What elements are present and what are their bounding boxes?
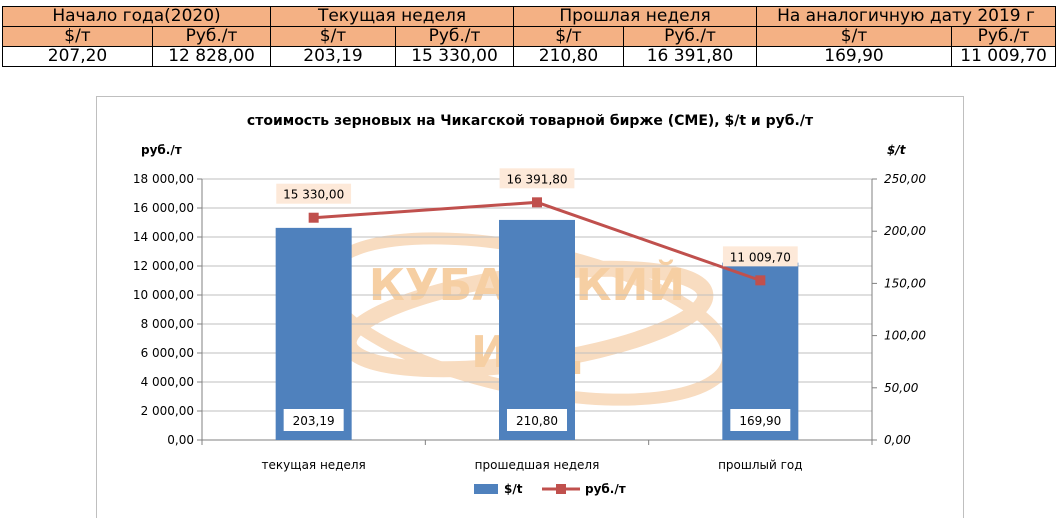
unit-cell: Руб./т — [622, 26, 758, 47]
table-unit-row: $/т Руб./т $/т Руб./т $/т Руб./т $/т Руб… — [2, 26, 1057, 47]
line-data-label: 11 009,70 — [730, 250, 791, 264]
data-labels: 203,19 210,80 169,90 15 330,00 16 391,80 11 0… — [276, 168, 798, 431]
table-row: 207,20 12 828,00 203,19 15 330,00 210,80… — [2, 46, 1057, 67]
unit-cell: $/т — [270, 26, 396, 47]
header-start-of-year: Начало года(2020) — [2, 6, 271, 27]
value-cell: 207,20 — [2, 46, 153, 67]
bar-label-box — [283, 409, 344, 431]
category-label: прошлый год — [718, 458, 803, 472]
bar-data-label: 169,90 — [739, 414, 781, 428]
value-cell: 11 009,70 — [951, 46, 1057, 67]
value-cell: 16 391,80 — [622, 46, 758, 67]
bar-label-box — [507, 409, 567, 431]
left-tick-label: 0,00 — [167, 433, 194, 447]
value-cell: 169,90 — [756, 46, 953, 67]
value-cell: 210,80 — [513, 46, 624, 67]
legend-line-marker — [556, 484, 566, 494]
right-tick-label: 150,00 — [884, 276, 926, 290]
left-tick-label: 14 000,00 — [133, 230, 194, 244]
right-tick-label: 100,00 — [884, 329, 926, 343]
value-cell: 203,19 — [270, 46, 396, 67]
left-tick-label: 8 000,00 — [141, 317, 194, 331]
unit-cell: Руб./т — [395, 26, 514, 47]
price-table: Начало года(2020) Текущая неделя Прошлая… — [2, 6, 1057, 67]
left-tick-label: 2 000,00 — [141, 404, 194, 418]
line-data-label: 16 391,80 — [506, 172, 567, 186]
bar — [499, 219, 575, 440]
value-cell: 15 330,00 — [395, 46, 514, 67]
header-same-date-2019: На аналогичную дату 2019 г — [756, 6, 1057, 27]
chart-area: КУБАНСКИЙ ИАЦ стоимость зерновых на Чика… — [96, 96, 964, 518]
legend-bar-swatch — [474, 484, 498, 494]
line-label-box — [722, 246, 798, 267]
bar — [275, 227, 352, 440]
line-label-box — [276, 183, 352, 204]
left-tick-label: 4 000,00 — [141, 375, 194, 389]
header-last-week: Прошлая неделя — [512, 6, 758, 27]
value-cell: 12 828,00 — [152, 46, 271, 67]
unit-cell: Руб./т — [951, 26, 1057, 47]
right-axis-title: $/t — [887, 143, 907, 157]
line-point — [755, 275, 766, 286]
bar-data-label: 210,80 — [516, 414, 558, 428]
right-tick-label: 0,00 — [884, 433, 911, 447]
left-tick-label: 16 000,00 — [133, 201, 194, 215]
right-tick-label: 50,00 — [884, 381, 919, 395]
line-point — [308, 212, 319, 223]
table-header-row: Начало года(2020) Текущая неделя Прошлая… — [2, 6, 1057, 27]
line-series — [308, 197, 766, 286]
bar-data-label: 203,19 — [293, 414, 335, 428]
right-tick-label: 200,00 — [884, 224, 926, 238]
category-label: прошедшая неделя — [475, 458, 600, 472]
unit-cell: $/т — [513, 26, 624, 47]
chart-title: стоимость зерновых на Чикагской товарной… — [247, 113, 814, 129]
left-axis-title: руб./т — [141, 143, 182, 157]
line-data-label: 15 330,00 — [283, 188, 344, 202]
left-tick-label: 10 000,00 — [133, 288, 194, 302]
line-point — [532, 197, 542, 208]
legend-line-label: руб./т — [585, 482, 626, 496]
unit-cell: $/т — [756, 26, 953, 47]
legend: $/t руб./т — [474, 482, 626, 496]
category-label: текущая неделя — [262, 458, 366, 472]
left-tick-label: 12 000,00 — [133, 259, 194, 273]
axes: 0,00 2 000,00 4 000,00 6 000,00 8 000,00 10 0… — [133, 172, 926, 472]
unit-cell: $/т — [2, 26, 153, 47]
left-tick-label: 18 000,00 — [133, 172, 194, 186]
bar-label-box — [730, 409, 791, 431]
header-current-week: Текущая неделя — [270, 6, 514, 27]
line-label-box — [499, 168, 575, 189]
left-tick-label: 6 000,00 — [141, 346, 194, 360]
legend-bar-label: $/t — [504, 482, 523, 496]
right-tick-label: 250,00 — [884, 172, 926, 186]
chart-svg: КУБАНСКИЙ ИАЦ стоимость зерновых на Чика… — [133, 113, 926, 496]
unit-cell: Руб./т — [152, 26, 271, 47]
